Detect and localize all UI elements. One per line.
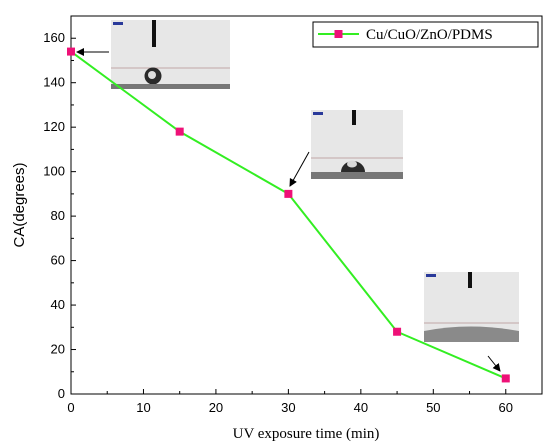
inset-arrow-7 bbox=[487, 355, 501, 372]
y-tick-label: 40 bbox=[51, 297, 65, 312]
x-axis-label: UV exposure time (min) bbox=[233, 426, 380, 442]
data-point bbox=[175, 127, 184, 136]
data-point bbox=[393, 327, 402, 336]
x-axis-ticks: 0 10 20 30 40 50 60 bbox=[67, 389, 513, 415]
droplet-image-90 bbox=[311, 110, 403, 179]
x-tick-label: 30 bbox=[281, 400, 295, 415]
plot-frame bbox=[70, 15, 543, 395]
y-tick-label: 20 bbox=[51, 342, 65, 357]
y-tick-label: 0 bbox=[58, 386, 65, 401]
data-point bbox=[284, 189, 293, 198]
y-tick-label: 80 bbox=[51, 208, 65, 223]
y-axis-label: CA(degrees) bbox=[11, 162, 28, 247]
y-tick-label: 140 bbox=[43, 75, 65, 90]
y-tick-label: 100 bbox=[43, 164, 65, 179]
legend-marker-swatch bbox=[334, 30, 343, 38]
x-tick-label: 40 bbox=[354, 400, 368, 415]
x-tick-label: 20 bbox=[209, 400, 223, 415]
y-axis-ticks: 0 20 40 60 80 100 120 140 160 bbox=[43, 30, 76, 401]
inset-arrow-90 bbox=[289, 151, 310, 187]
legend-series-label: Cu/CuO/ZnO/PDMS bbox=[366, 27, 493, 43]
data-point bbox=[67, 47, 75, 56]
x-tick-label: 60 bbox=[499, 400, 513, 415]
y-tick-label: 60 bbox=[51, 253, 65, 268]
data-point bbox=[501, 374, 510, 383]
droplet-image-7 bbox=[424, 272, 519, 342]
x-tick-label: 0 bbox=[67, 400, 74, 415]
y-tick-label: 120 bbox=[43, 119, 65, 134]
y-tick-label: 160 bbox=[43, 30, 65, 45]
series-layer bbox=[67, 47, 510, 383]
legend: Cu/CuO/ZnO/PDMS bbox=[312, 21, 539, 48]
x-tick-label: 10 bbox=[136, 400, 150, 415]
droplet-image-154 bbox=[111, 20, 230, 89]
x-tick-label: 50 bbox=[426, 400, 440, 415]
